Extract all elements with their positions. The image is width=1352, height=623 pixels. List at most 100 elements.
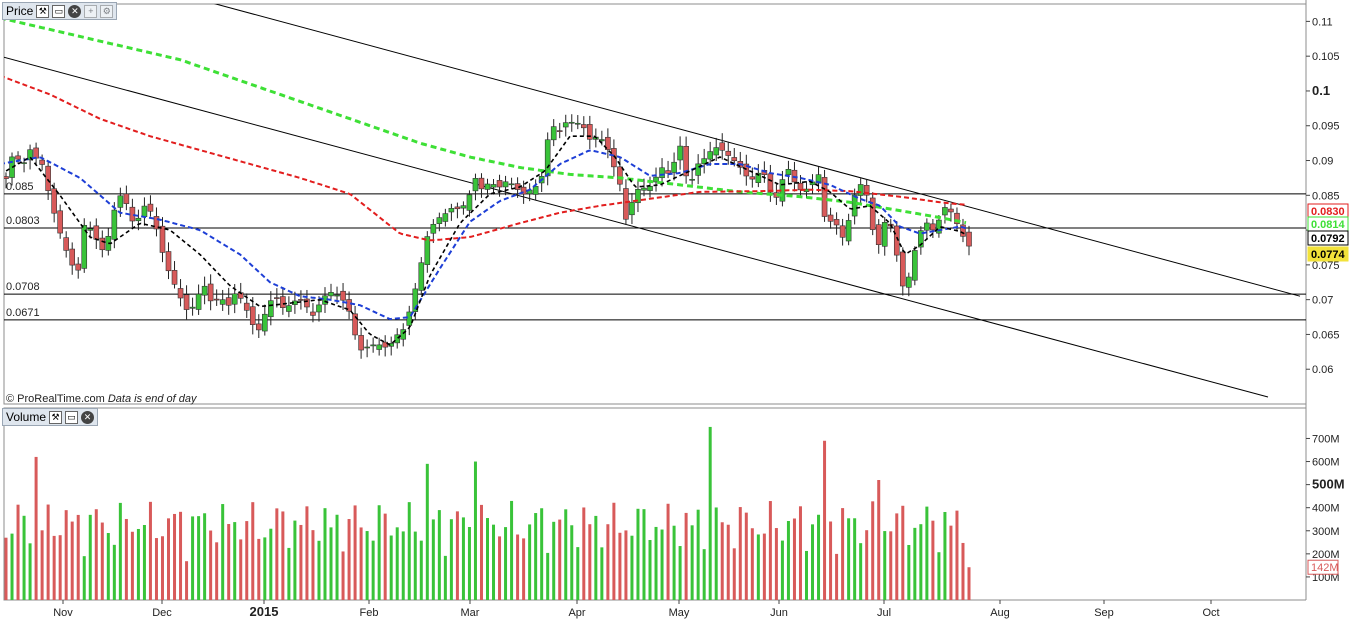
price-tick-label: 0.07 (1312, 295, 1333, 307)
volume-bar (558, 519, 562, 600)
volume-bar (624, 530, 628, 600)
sma-long-line (4, 17, 967, 225)
candle-body (298, 299, 304, 301)
volume-bar (630, 535, 634, 600)
volume-bar (58, 535, 62, 600)
candle-body (574, 122, 581, 125)
axis-background (1306, 0, 1352, 623)
candle-body (4, 176, 9, 179)
candle-body (568, 121, 575, 124)
candle-body (930, 223, 936, 231)
price-tag-label: 0.0830 (1311, 206, 1345, 218)
candle-body (677, 145, 683, 161)
volume-bar (522, 538, 526, 600)
volume-bar (672, 525, 676, 600)
candle-body (719, 142, 726, 151)
settings-icon[interactable]: ⚙ (100, 4, 114, 18)
candle-body (454, 206, 461, 210)
candle-body (731, 157, 738, 162)
volume-bar (245, 521, 249, 600)
window-icon[interactable]: ▭ (52, 4, 66, 18)
candle-body (797, 182, 804, 191)
candle-body (442, 213, 449, 222)
candle-body (201, 285, 208, 296)
candle-body (346, 299, 352, 312)
volume-bar (377, 505, 381, 600)
candle-body (863, 185, 870, 196)
candle-body (629, 202, 635, 216)
volume-bar (437, 510, 441, 600)
ema-mid-line (4, 149, 967, 321)
volume-bar (413, 531, 417, 600)
candle-body (424, 236, 431, 265)
volume-bar (311, 530, 315, 600)
candle-body (39, 159, 45, 165)
volume-bar (702, 549, 706, 600)
volume-bar (564, 509, 568, 600)
candle-body (207, 283, 214, 302)
volume-bar (714, 507, 718, 600)
volume-bar (227, 524, 231, 600)
candle-body (785, 168, 792, 176)
volume-bar (70, 521, 74, 600)
candle-body (189, 306, 196, 309)
volume-bar (479, 504, 483, 600)
x-axis-label: Sep (1094, 607, 1114, 619)
volume-bar (28, 543, 32, 600)
price-tick-label: 0.075 (1312, 260, 1340, 272)
volume-bar (594, 515, 598, 600)
volume-bar (576, 547, 580, 600)
wrench-icon[interactable]: ⚒ (36, 4, 50, 18)
candle-body (280, 296, 286, 308)
wrench-icon[interactable]: ⚒ (49, 410, 63, 424)
volume-bar (528, 524, 532, 600)
volume-bar (931, 520, 935, 600)
candle-body (532, 186, 539, 195)
candle-body (15, 155, 21, 160)
support-level-label: 0.085 (6, 181, 34, 193)
volume-bar (425, 463, 429, 600)
volume-bar (275, 508, 279, 600)
volume-bar (654, 526, 658, 600)
candle-body (27, 149, 33, 161)
close-icon[interactable]: ✕ (81, 410, 95, 424)
candle-body (490, 184, 497, 188)
volume-bar (684, 512, 688, 600)
window-icon[interactable]: ▭ (65, 410, 79, 424)
volume-tick-label: 500M (1312, 477, 1345, 492)
volume-bar (419, 540, 423, 600)
volume-bar (353, 505, 357, 600)
candle-body (400, 329, 407, 340)
candle-body (165, 251, 172, 272)
volume-bar (738, 507, 742, 600)
volume-bar (148, 501, 152, 600)
volume-bar (449, 519, 453, 600)
price-tick-label: 0.06 (1312, 364, 1333, 376)
candle-body (340, 290, 346, 301)
volume-bar (786, 520, 790, 600)
candle-body (496, 180, 503, 188)
volume-bar (329, 527, 333, 600)
candle-body (171, 270, 178, 285)
candle-body (611, 148, 617, 168)
volume-bar (895, 513, 899, 600)
x-axis-label: May (669, 607, 690, 619)
volume-bar (612, 502, 616, 600)
candle-body (286, 305, 292, 312)
price-tag-label: 0.0774 (1311, 249, 1346, 261)
close-icon[interactable]: ✕ (68, 4, 82, 18)
sma-fast-line (4, 135, 967, 346)
watermark: © ProRealTime.com Data is end of day (6, 393, 197, 405)
add-icon[interactable]: + (84, 4, 98, 18)
volume-bar (124, 518, 128, 600)
watermark-note: Data is end of day (107, 393, 197, 405)
candle-body (117, 195, 124, 208)
candle-body (262, 313, 268, 332)
support-level-label: 0.0671 (6, 307, 40, 319)
candle-body (550, 126, 557, 141)
volume-bar (859, 543, 863, 600)
volume-bar (642, 509, 646, 600)
candle-body (893, 225, 900, 256)
candle-body (141, 205, 148, 217)
candle-body (33, 147, 39, 159)
